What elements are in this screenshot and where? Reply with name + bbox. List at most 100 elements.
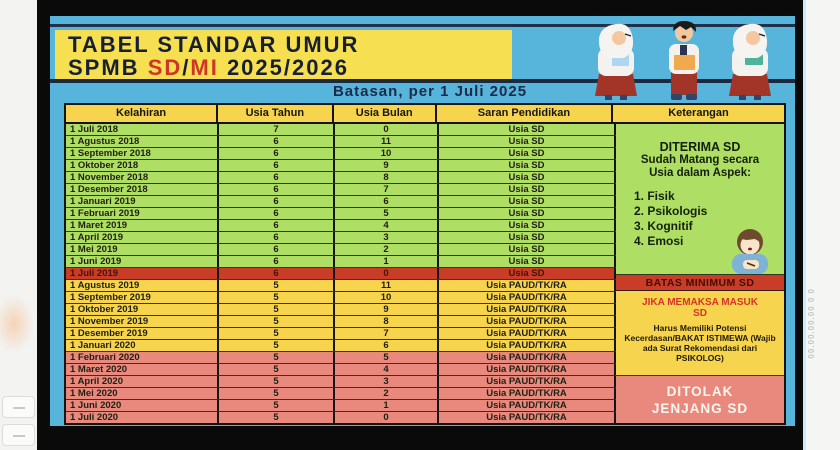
table-row: 1 November 2018 6 8 Usia SD: [66, 172, 616, 184]
table-cell: 7: [335, 328, 439, 339]
table-cell: 6: [219, 208, 335, 219]
table-cell: Usia PAUD/TK/RA: [439, 352, 616, 363]
table-cell: 1 Januari 2020: [66, 340, 219, 351]
table-cell: 1 April 2020: [66, 376, 219, 387]
table-cell: 1 September 2018: [66, 148, 219, 159]
table-cell: 8: [335, 316, 439, 327]
table-cell: 5: [219, 316, 335, 327]
table-row: 1 April 2020 5 3 Usia PAUD/TK/RA: [66, 376, 616, 388]
table-cell: 1 Oktober 2018: [66, 160, 219, 171]
table-cell: Usia SD: [439, 208, 616, 219]
table-cell: Usia SD: [439, 172, 616, 183]
table-row: 1 Agustus 2019 5 11 Usia PAUD/TK/RA: [66, 280, 616, 292]
table-cell: Usia SD: [439, 232, 616, 243]
table-cell: 1 Agustus 2018: [66, 136, 219, 147]
table-cell: 5: [219, 340, 335, 351]
keterangan-rejected-section: DITOLAK JENJANG SD: [616, 376, 784, 423]
table-cell: 6: [219, 244, 335, 255]
poster-title: TABEL STANDAR UMUR SPMB SD/MI 2025/2026: [55, 30, 512, 79]
table-cell: 8: [335, 172, 439, 183]
table-cell: Usia PAUD/TK/RA: [439, 388, 616, 399]
table-cell: Usia SD: [439, 244, 616, 255]
table-cell: 1: [335, 256, 439, 267]
accepted-aspect-list: 1. Fisik 2. Psikologis 3. Kognitif 4. Em…: [616, 189, 784, 249]
table-cell: 6: [219, 256, 335, 267]
table-cell: 5: [335, 352, 439, 363]
table-cell: Usia PAUD/TK/RA: [439, 412, 616, 423]
table-cell: Usia PAUD/TK/RA: [439, 280, 616, 291]
column-header-usia-tahun: Usia Tahun: [218, 105, 334, 122]
column-header-kelahiran: Kelahiran: [66, 105, 219, 122]
table-cell: 1: [335, 400, 439, 411]
column-header-keterangan: Keterangan: [612, 105, 784, 122]
table-cell: 2: [335, 244, 439, 255]
faint-vertical-digits: 00.00.00.00 0 0: [807, 288, 816, 359]
list-item: 3. Kognitif: [634, 219, 693, 233]
table-row: 1 Agustus 2018 6 11 Usia SD: [66, 136, 616, 148]
table-cell: 1 September 2019: [66, 292, 219, 303]
table-row: 1 Juni 2020 5 1 Usia PAUD/TK/RA: [66, 400, 616, 412]
table-cell: 3: [335, 376, 439, 387]
batas-minimum-label: BATAS MINIMUM SD: [645, 276, 755, 289]
table-cell: 6: [219, 196, 335, 207]
table-cell: Usia SD: [439, 148, 616, 159]
table-cell: Usia PAUD/TK/RA: [439, 328, 616, 339]
table-cell: 6: [219, 172, 335, 183]
table-cell: 5: [219, 328, 335, 339]
table-cell: 6: [335, 196, 439, 207]
rejected-label: DITOLAK JENJANG SD: [651, 383, 749, 416]
table-cell: Usia SD: [439, 220, 616, 231]
table-cell: 6: [219, 160, 335, 171]
table-row: 1 Maret 2020 5 4 Usia PAUD/TK/RA: [66, 364, 616, 376]
poster-subtitle: Batasan, per 1 Juli 2025: [332, 83, 528, 100]
table-cell: 1 Mei 2020: [66, 388, 219, 399]
table-cell: 1 Oktober 2019: [66, 304, 219, 315]
table-cell: Usia SD: [439, 124, 616, 135]
table-cell: 1 Maret 2020: [66, 364, 219, 375]
column-header-usia-bulan: Usia Bulan: [333, 105, 437, 122]
table-cell: Usia PAUD/TK/RA: [439, 376, 616, 387]
infographic-poster: TABEL STANDAR UMUR SPMB SD/MI 2025/2026 …: [50, 16, 795, 426]
mid-divider-line: [50, 79, 795, 83]
keterangan-conditional-section: JIKA MEMAKSA MASUK SD Harus Memiliki Pot…: [616, 290, 784, 377]
cyan-edge-line: [803, 0, 806, 450]
table-cell: 6: [219, 268, 335, 279]
age-table: Kelahiran Usia Tahun Usia Bulan Saran Pe…: [64, 103, 786, 425]
table-cell: 1 Juli 2018: [66, 124, 219, 135]
table-cell: 6: [219, 220, 335, 231]
table-cell: 4: [335, 220, 439, 231]
table-cell: Usia SD: [439, 256, 616, 267]
students-illustration-icon: [595, 21, 771, 100]
conditional-body: Harus Memiliki Potensi Kecerdasan/BAKAT …: [624, 322, 776, 363]
accepted-heading: DITERIMA SD: [659, 140, 741, 154]
table-header-row: Kelahiran Usia Tahun Usia Bulan Saran Pe…: [66, 105, 784, 124]
table-cell: 1 Februari 2019: [66, 208, 219, 219]
table-cell: 5: [335, 208, 439, 219]
table-row: 1 September 2019 5 10 Usia PAUD/TK/RA: [66, 292, 616, 304]
table-row: 1 Oktober 2019 5 9 Usia PAUD/TK/RA: [66, 304, 616, 316]
table-row: 1 September 2018 6 10 Usia SD: [66, 148, 616, 160]
table-row: 1 Juli 2020 5 0 Usia PAUD/TK/RA: [66, 412, 616, 423]
table-cell: 1 Januari 2019: [66, 196, 219, 207]
table-row: 1 Juli 2019 6 0 Usia SD: [66, 268, 616, 280]
table-cell: Usia PAUD/TK/RA: [439, 316, 616, 327]
table-cell: 6: [219, 184, 335, 195]
blurred-orange-blob: [0, 295, 34, 353]
table-cell: 1 November 2019: [66, 316, 219, 327]
table-cell: 5: [219, 376, 335, 387]
blurred-right-margin: 00.00.00.00 0 0: [803, 0, 840, 450]
list-item: 1. Fisik: [634, 189, 675, 203]
table-row: 1 Juni 2019 6 1 Usia SD: [66, 256, 616, 268]
table-cell: Usia PAUD/TK/RA: [439, 400, 616, 411]
table-cell: 1 Mei 2019: [66, 244, 219, 255]
table-cell: 11: [335, 280, 439, 291]
table-cell: 1 Desember 2018: [66, 184, 219, 195]
table-row: 1 Juli 2018 7 0 Usia SD: [66, 124, 616, 136]
accepted-subheading: Sudah Matang secara Usia dalam Aspek:: [640, 154, 760, 179]
table-row: 1 Februari 2020 5 5 Usia PAUD/TK/RA: [66, 352, 616, 364]
table-cell: 1 Juni 2019: [66, 256, 219, 267]
table-cell: 5: [219, 364, 335, 375]
table-cell: 1 Juni 2020: [66, 400, 219, 411]
title-line-2: SPMB SD/MI 2025/2026: [68, 55, 349, 80]
table-cell: 5: [219, 292, 335, 303]
